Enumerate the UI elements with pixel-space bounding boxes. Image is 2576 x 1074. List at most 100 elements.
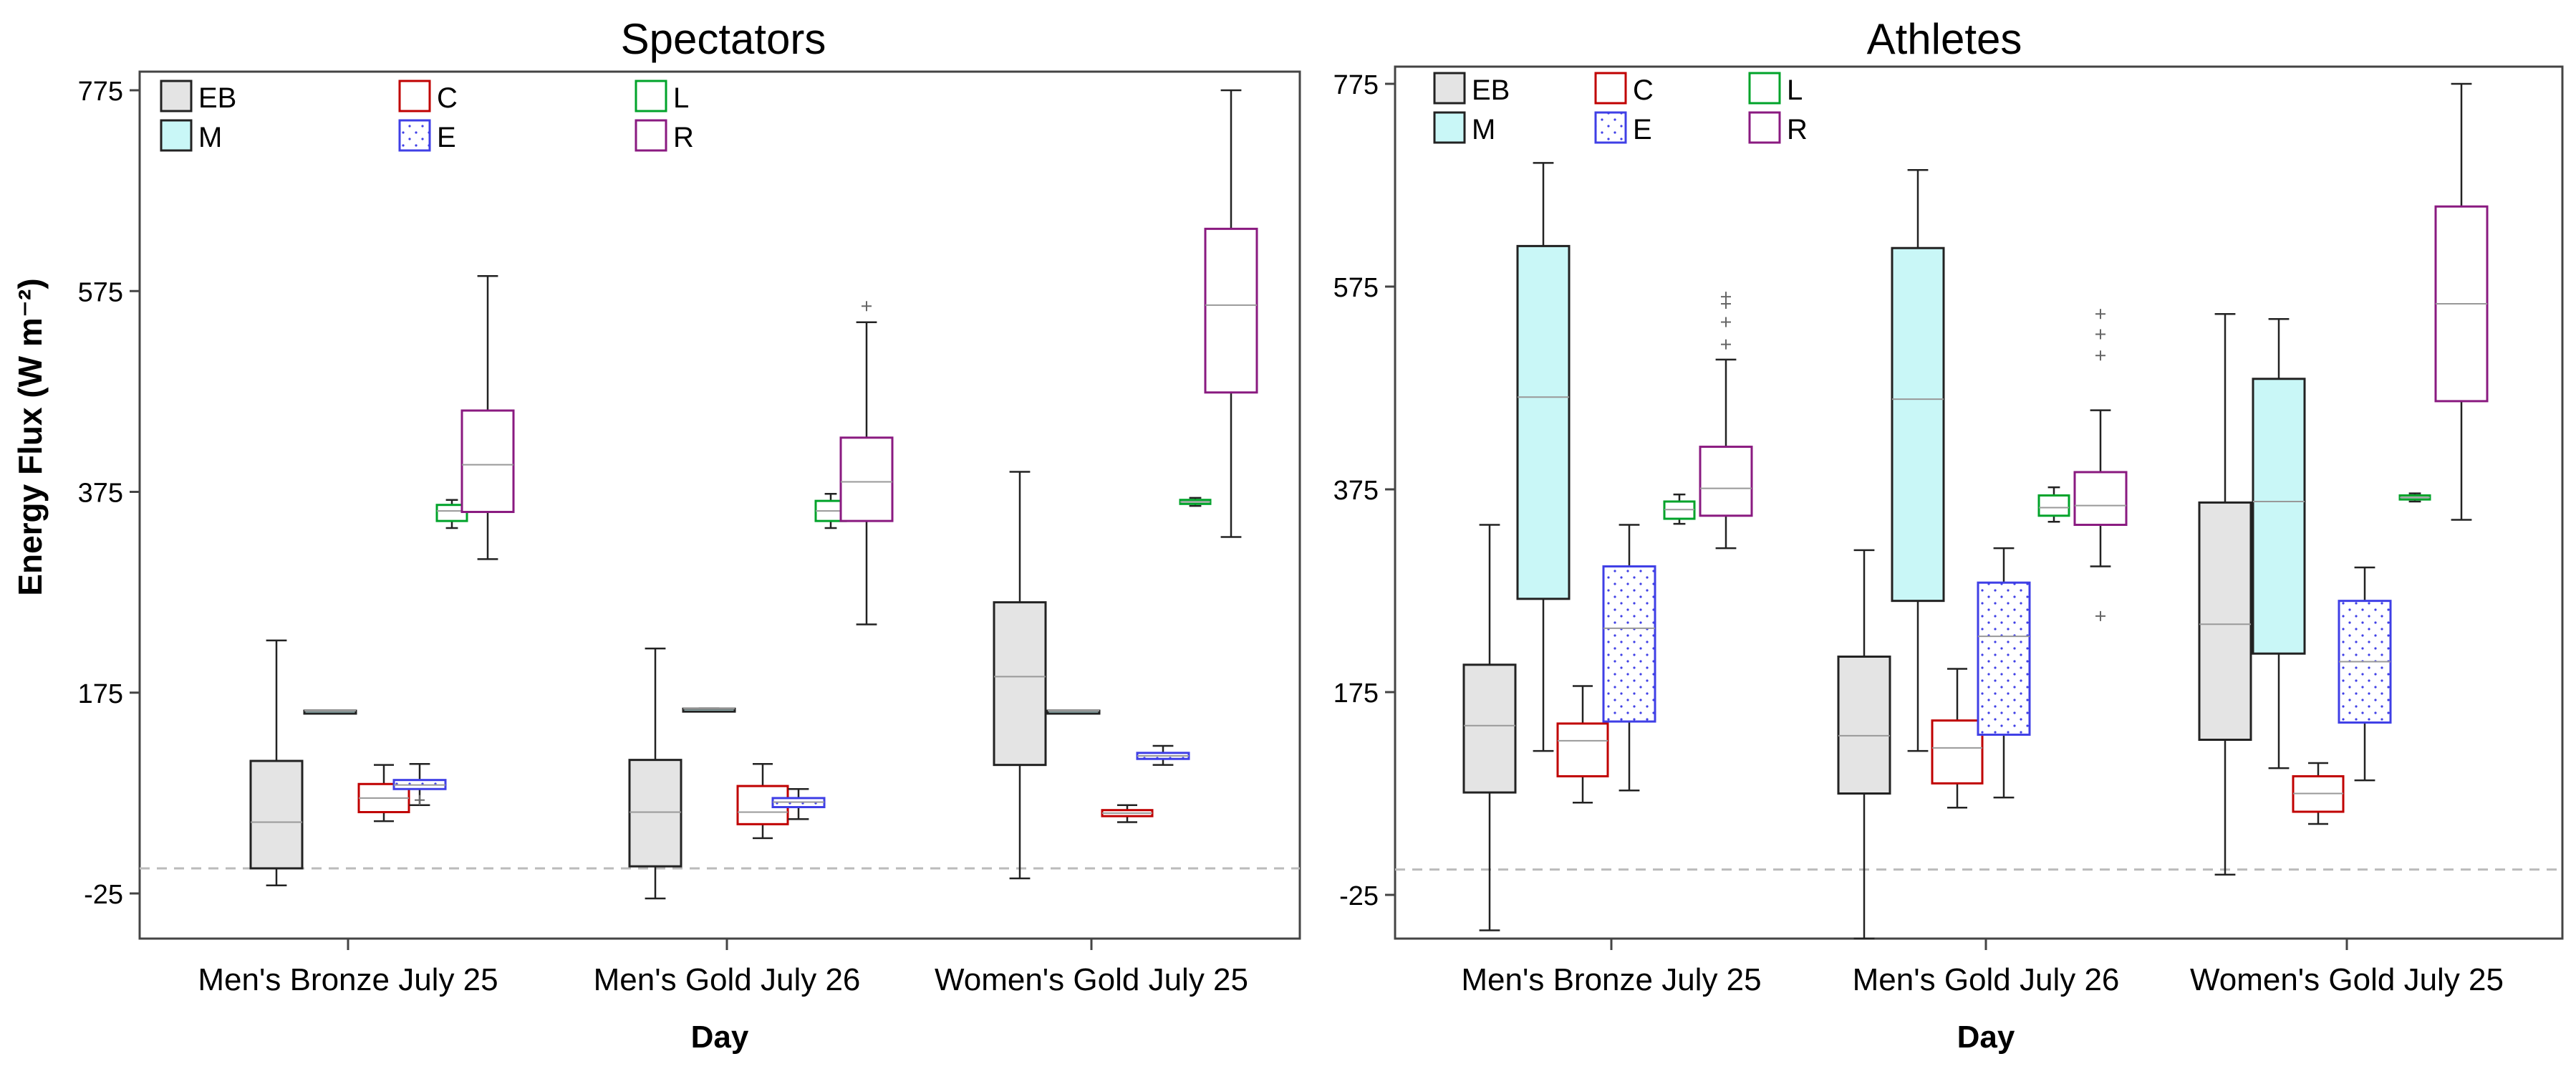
y-tick-label: 575: [78, 277, 123, 307]
spectators-title: Spectators: [621, 15, 826, 63]
legend-l-swatch: [635, 80, 667, 112]
athletes-panel: Athletes -25 175 375 575 775 Men's Bronze Ju…: [1333, 15, 2564, 1055]
legend-e-swatch: [1594, 111, 1627, 144]
box-r: [1204, 89, 1258, 538]
box-iqr: [1462, 663, 1517, 794]
box-e: [1977, 547, 2031, 799]
athletes-x-axis-label: Day: [1957, 1020, 2015, 1055]
box-iqr: [2073, 471, 2128, 527]
legend-r-label: R: [673, 122, 694, 153]
box-iqr: [1931, 719, 1984, 785]
box-iqr: [1516, 244, 1571, 600]
x-tick-label: Men's Bronze July 25: [198, 962, 498, 997]
legend-e-label: E: [1633, 114, 1652, 145]
x-tick-label: Women's Gold July 25: [2190, 962, 2504, 997]
box-r: [839, 301, 894, 625]
legend-m-label: M: [1472, 114, 1495, 145]
x-tick-label: Men's Gold July 26: [594, 962, 861, 997]
box-iqr: [628, 759, 682, 868]
box-m: [1891, 169, 1945, 752]
box-l: [1663, 493, 1696, 525]
spectators-x-axis-label: Day: [691, 1020, 749, 1055]
box-c: [2292, 762, 2345, 825]
y-tick-label: 775: [78, 77, 123, 107]
box-e: [1136, 744, 1190, 766]
legend-c-swatch: [398, 80, 431, 112]
box-iqr: [2037, 494, 2070, 517]
box-e: [771, 788, 826, 820]
box-iqr: [1602, 565, 1656, 723]
y-tick-label: 175: [1333, 679, 1379, 709]
box-c: [1556, 685, 1609, 804]
legend-eb-label: EB: [1472, 75, 1510, 106]
box-m: [303, 709, 357, 715]
box-iqr: [1204, 227, 1258, 394]
box-eb: [2198, 312, 2252, 876]
box-e: [2338, 566, 2392, 782]
box-eb: [1462, 524, 1517, 931]
y-tick-label: 575: [1333, 273, 1379, 303]
box-iqr: [249, 759, 304, 870]
box-iqr: [1556, 722, 1609, 777]
athletes-legend: EB M C E L R: [1433, 72, 1808, 145]
box-l: [2037, 486, 2070, 523]
legend-r-swatch: [1748, 111, 1781, 144]
x-tick-label: Women's Gold July 25: [935, 962, 1248, 997]
box-r: [460, 274, 515, 560]
box-m: [2252, 318, 2306, 769]
y-tick-label: -25: [84, 880, 123, 910]
box-iqr: [2252, 378, 2306, 655]
legend-m-swatch: [1433, 111, 1466, 144]
y-axis-label: Energy Flux (W m⁻²): [11, 278, 49, 595]
spectators-plot-frame: [138, 70, 1301, 940]
box-m: [682, 707, 736, 713]
legend-c-label: C: [1633, 75, 1654, 106]
box-eb: [628, 647, 682, 900]
box-iqr: [1977, 581, 2031, 736]
box-l: [2398, 492, 2431, 503]
box-l: [1179, 497, 1212, 507]
y-tick-label: 375: [1333, 476, 1379, 506]
y-tick-label: 375: [78, 479, 123, 509]
legend-eb-swatch: [1433, 72, 1466, 105]
x-tick-label: Men's Bronze July 25: [1461, 962, 1761, 997]
legend-r-label: R: [1787, 114, 1808, 145]
box-r: [2073, 309, 2128, 621]
legend-m-label: M: [198, 122, 222, 153]
y-tick-label: 775: [1333, 70, 1379, 100]
legend-l-swatch: [1748, 72, 1781, 105]
box-m: [1046, 709, 1101, 715]
box-iqr: [993, 601, 1047, 767]
box-eb: [249, 639, 304, 887]
spectators-legend: EB M C E L R: [160, 80, 694, 153]
athletes-plot-frame: [1394, 65, 2564, 940]
legend-e-swatch: [398, 119, 431, 152]
legend-e-label: E: [437, 122, 456, 153]
box-c: [1931, 668, 1984, 809]
box-r: [1699, 292, 1753, 550]
athletes-title: Athletes: [1867, 15, 2022, 63]
legend-l-label: L: [1787, 75, 1803, 106]
y-tick-label: -25: [1339, 881, 1379, 911]
legend-eb-label: EB: [198, 82, 236, 114]
legend-eb-swatch: [160, 80, 193, 112]
box-e: [1602, 524, 1656, 792]
legend-c-swatch: [1594, 72, 1627, 105]
box-m: [1516, 162, 1571, 752]
y-tick-label: 175: [78, 679, 123, 709]
legend-l-label: L: [673, 82, 689, 114]
box-c: [357, 764, 410, 823]
box-r: [2434, 82, 2489, 521]
box-iqr: [839, 436, 894, 522]
box-iqr: [1891, 246, 1945, 603]
box-iqr: [460, 409, 515, 514]
box-iqr: [1837, 655, 1891, 795]
box-c: [1101, 804, 1154, 823]
box-eb: [993, 471, 1047, 880]
box-e: [392, 762, 447, 806]
box-iqr: [1699, 446, 1753, 517]
legend-r-swatch: [635, 119, 667, 152]
box-eb: [1837, 549, 1891, 940]
legend-m-swatch: [160, 119, 193, 152]
